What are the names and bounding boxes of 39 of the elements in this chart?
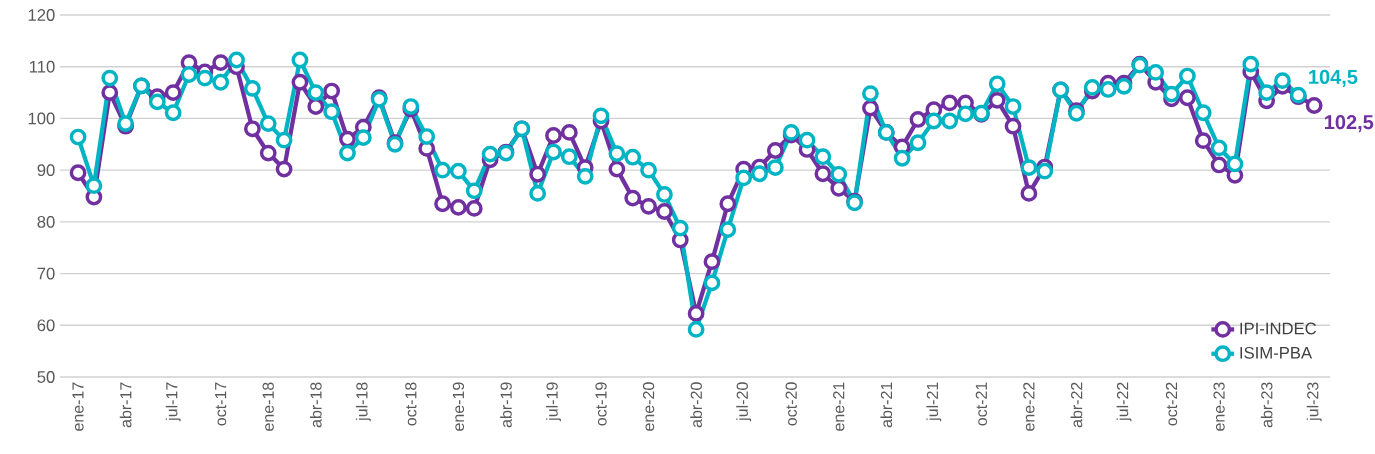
x-tick-label: oct-18 (405, 382, 417, 426)
x-tick-label: oct-21 (975, 382, 988, 426)
x-tick-label: ene-20 (642, 382, 655, 431)
x-tick-label: abr-18 (309, 382, 322, 428)
x-tick-label: jul-22 (1116, 382, 1132, 422)
x-tick-label: ene-23 (1213, 382, 1225, 431)
y-tick-label: 110 (30, 60, 55, 73)
x-tick-label: jul-21 (926, 382, 942, 422)
y-tick-label: 80 (37, 215, 55, 228)
legend-label: ISIM-PBA (1240, 346, 1313, 359)
x-tick-label: abr-23 (1260, 382, 1273, 428)
data-label: 102,5 (1325, 115, 1374, 133)
legend-label: IPI-INDEC (1240, 322, 1317, 335)
y-tick-label: 120 (28, 9, 55, 21)
y-tick-label: 60 (37, 319, 55, 332)
x-tick-label: oct-17 (215, 382, 227, 426)
y-tick-label: 50 (37, 371, 55, 383)
x-tick-label: jul-23 (1306, 382, 1322, 422)
x-tick-label: jul-20 (736, 382, 752, 422)
x-tick-label: jul-18 (355, 382, 371, 422)
x-tick-label: oct-20 (785, 382, 797, 426)
y-tick-label: 90 (37, 164, 55, 177)
x-tick-label: abr-21 (880, 382, 893, 428)
x-tick-label: abr-19 (500, 382, 512, 428)
x-tick-label: ene-22 (1023, 382, 1035, 431)
x-tick-label: oct-22 (1165, 382, 1178, 426)
x-tick-label: ene-18 (262, 382, 274, 431)
x-tick-label: abr-17 (119, 382, 132, 428)
y-tick-label: 100 (28, 112, 55, 125)
data-label: 104,5 (1309, 69, 1358, 87)
x-tick-label: abr-20 (690, 382, 702, 428)
x-tick-label: ene-19 (452, 382, 465, 431)
x-tick-label: abr-22 (1070, 382, 1083, 428)
x-tick-label: jul-17 (165, 382, 181, 422)
y-tick-label: 70 (37, 267, 55, 280)
x-tick-label: jul-19 (546, 382, 561, 422)
x-tick-label: oct-19 (595, 382, 607, 426)
x-tick-label: ene-17 (72, 382, 84, 431)
x-tick-label: ene-21 (833, 382, 845, 431)
